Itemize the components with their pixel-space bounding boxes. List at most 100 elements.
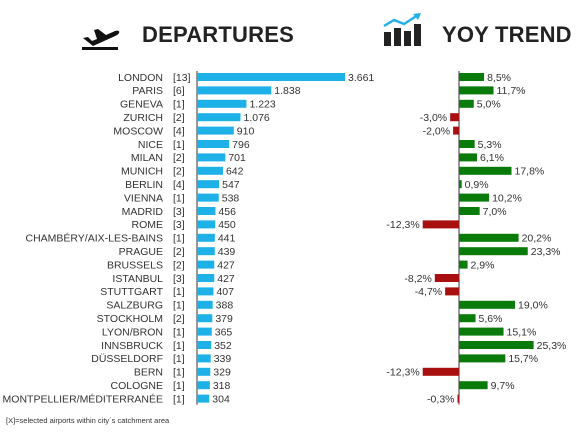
yoy-value-label: -3,0%	[420, 112, 447, 124]
departures-bar	[197, 153, 226, 162]
yoy-positive-bar	[459, 354, 506, 363]
yoy-value-label: 5,6%	[479, 313, 503, 325]
yoy-value-label: -12,3%	[386, 219, 419, 231]
departures-value-label: 538	[222, 192, 240, 204]
airport-count-label: [1]	[173, 233, 185, 245]
departures-value-label: 427	[217, 273, 235, 285]
departures-bar	[197, 327, 212, 336]
departures-value-label: 352	[214, 340, 232, 352]
departures-bar	[197, 193, 219, 202]
departures-bar	[197, 73, 345, 81]
yoy-value-label: 17,8%	[515, 166, 545, 178]
yoy-negative-bar	[457, 394, 459, 403]
yoy-positive-bar	[459, 260, 468, 269]
yoy-value-label: 19,0%	[518, 300, 548, 312]
city-label: VIENNA	[124, 192, 163, 204]
yoy-value-label: -12,3%	[386, 367, 419, 379]
city-label: MOSCOW	[113, 125, 163, 137]
yoy-negative-bar	[434, 274, 459, 282]
yoy-positive-bar	[459, 166, 512, 175]
yoy-positive-bar	[459, 193, 490, 202]
departures-bar	[197, 99, 247, 108]
city-label: INNSBRUCK	[101, 340, 163, 352]
yoy-value-label: 25,3%	[537, 340, 567, 352]
yoy-positive-bar	[459, 99, 474, 108]
departures-bar	[197, 274, 215, 282]
city-label: BERN	[134, 367, 163, 379]
city-label: BRUSSELS	[107, 259, 163, 271]
footnote: [X]=selected airports within city´s catc…	[6, 416, 170, 425]
airport-count-label: [2]	[173, 313, 185, 325]
airport-count-label: [2]	[173, 112, 185, 124]
city-label: SALZBURG	[106, 300, 163, 312]
yoy-positive-bar	[459, 314, 476, 323]
yoy-value-label: 5,0%	[477, 99, 501, 111]
yoy-value-label: -4,7%	[415, 286, 442, 298]
city-label: DÜSSELDORF	[91, 353, 163, 365]
yoy-negative-bar	[445, 287, 459, 296]
airport-count-label: [6]	[173, 85, 185, 97]
airport-count-label: [2]	[173, 152, 185, 164]
airport-count-label: [1]	[173, 340, 185, 352]
departures-bar	[197, 126, 234, 135]
city-label: ROME	[132, 219, 164, 231]
airport-count-label: [3]	[173, 219, 185, 231]
departures-bar	[197, 394, 210, 403]
plane-takeoff-icon	[82, 29, 120, 50]
yoy-value-label: -0,3%	[427, 393, 454, 405]
city-label: MUNICH	[121, 166, 163, 178]
city-label: GENEVA	[120, 99, 163, 111]
departures-bar	[197, 367, 211, 376]
departures-bar	[197, 354, 211, 363]
airport-count-label: [4]	[173, 125, 185, 137]
departures-bar	[197, 86, 272, 95]
airport-count-label: [3]	[173, 273, 185, 285]
departures-title: DEPARTURES	[142, 22, 294, 47]
airport-count-label: [1]	[173, 99, 185, 111]
departures-value-label: 407	[216, 286, 234, 298]
departures-value-label: 365	[215, 326, 233, 338]
departures-value-label: 796	[232, 139, 250, 151]
yoy-value-label: 15,7%	[508, 353, 538, 365]
yoy-positive-bar	[459, 86, 494, 95]
airport-count-label: [13]	[173, 72, 191, 84]
airport-count-label: [1]	[173, 380, 185, 392]
city-label: NICE	[138, 139, 163, 151]
departures-bar	[197, 300, 213, 309]
airport-count-label: [1]	[173, 326, 185, 338]
yoy-positive-bar	[459, 381, 488, 390]
airport-count-label: [1]	[173, 286, 185, 298]
city-label: ISTANBUL	[112, 273, 163, 285]
airport-count-label: [3]	[173, 206, 185, 218]
city-label: ZURICH	[123, 112, 163, 124]
city-label: MONTPELLIER/MÉDITERRANÉE	[3, 392, 163, 405]
departures-bar	[197, 287, 214, 296]
departures-value-label: 427	[217, 259, 235, 271]
airport-count-label: [2]	[173, 259, 185, 271]
city-label: COLOGNE	[110, 380, 163, 392]
departures-bar	[197, 113, 241, 122]
departures-value-label: 339	[214, 353, 232, 365]
yoy-positive-bar	[459, 180, 462, 189]
yoy-value-label: 2,9%	[471, 259, 495, 271]
yoy-value-label: 0,9%	[465, 179, 489, 191]
departures-value-label: 1.838	[274, 85, 300, 97]
departures-bar	[197, 180, 220, 189]
yoy-positive-bar	[459, 247, 528, 256]
yoy-positive-bar	[459, 300, 516, 309]
departures-bar	[197, 247, 215, 256]
departures-value-label: 910	[237, 125, 255, 137]
departures-value-label: 450	[218, 219, 236, 231]
airport-count-label: [4]	[173, 179, 185, 191]
departures-value-label: 701	[228, 152, 246, 164]
yoy-positive-bar	[459, 341, 534, 349]
departures-value-label: 304	[212, 393, 230, 405]
bar-chart-trend-icon	[383, 13, 421, 46]
departures-value-label: 318	[213, 380, 231, 392]
yoy-positive-bar	[459, 207, 480, 215]
airport-count-label: [2]	[173, 166, 185, 178]
city-label: MADRID	[122, 206, 164, 218]
yoy-value-label: 15,1%	[507, 326, 537, 338]
departures-bar	[197, 220, 216, 229]
yoy-value-label: 10,2%	[492, 192, 522, 204]
